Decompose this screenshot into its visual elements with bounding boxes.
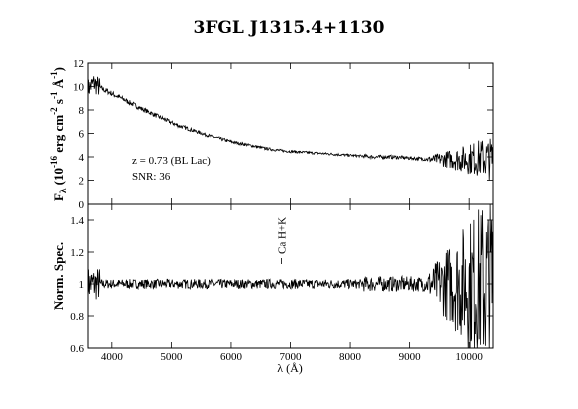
ca-hk-feature-marker: Ca H+K — [277, 217, 289, 264]
chart-title: 3FGL J1315.4+1130 — [194, 18, 385, 38]
x-axis-label: λ (Å) — [277, 361, 302, 375]
wavelength-x-axis: 4000 5000 6000 7000 8000 9000 10000 — [101, 63, 483, 363]
flux-y-tick-label: 8 — [79, 105, 85, 117]
norm-y-tick-label: 1.2 — [70, 247, 84, 259]
flux-spectrum-line — [87, 76, 494, 181]
normalized-spectrum-line — [87, 203, 494, 349]
flux-y-axis: 0 2 4 6 8 10 12 — [73, 58, 493, 211]
x-tick-label: 7000 — [280, 351, 303, 363]
flux-y-tick-label: 10 — [73, 82, 85, 94]
flux-y-tick-label: 4 — [79, 152, 85, 164]
norm-y-tick-label: 0.8 — [70, 311, 84, 323]
flux-y-label: Fλ (10-16 erg cm-2 s-1 Å-1) — [49, 67, 68, 201]
x-tick-label: 5000 — [160, 351, 183, 363]
x-tick-label: 9000 — [399, 351, 422, 363]
ca-hk-label: Ca H+K — [277, 217, 289, 254]
snr-annotation: SNR: 36 — [132, 171, 171, 183]
norm-panel-frame — [87, 203, 494, 349]
redshift-annotation: z = 0.73 (BL Lac) — [132, 155, 211, 167]
flux-y-tick-label: 2 — [79, 176, 85, 188]
x-tick-label: 4000 — [101, 351, 124, 363]
flux-y-tick-label: 6 — [79, 129, 85, 141]
norm-y-tick-label: 0.6 — [70, 343, 84, 355]
flux-y-tick-label: 0 — [79, 199, 85, 211]
x-tick-label: 10000 — [455, 351, 483, 363]
norm-y-tick-label: 1 — [79, 279, 85, 291]
x-tick-label: 6000 — [220, 351, 243, 363]
x-tick-label: 8000 — [339, 351, 362, 363]
norm-y-label: Norm. Spec. — [51, 242, 66, 310]
norm-y-tick-label: 1.4 — [70, 215, 84, 227]
flux-y-tick-label: 12 — [73, 58, 84, 70]
